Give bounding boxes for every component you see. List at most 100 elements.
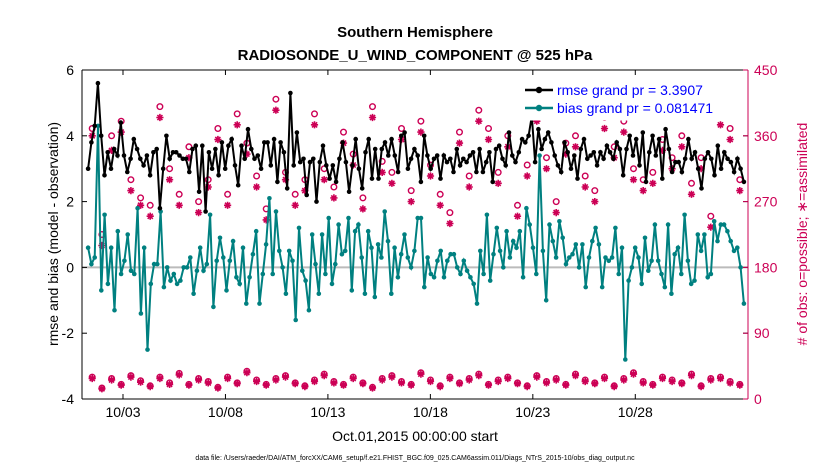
bias-series-point [619,245,625,250]
rmse-series-point [353,136,359,142]
rmse-series-point [666,146,672,152]
rmse-series-point [682,156,688,162]
obs_assimilated-marker [687,190,696,198]
bias-series-point [161,284,167,290]
y2-tick-label: 360 [754,128,778,144]
obs_assimilated-marker [262,216,270,224]
obs_possible-marker [175,190,183,198]
obs_assimilated-marker [426,172,435,180]
rmse-series-point [206,150,212,155]
rmse-series-point [359,186,365,191]
rmse-series-point [249,146,254,152]
rmse-series-point [281,150,287,155]
bias-series-point [646,268,651,274]
obs_assimilated-marker [320,176,328,184]
obs_low_assimilated-marker [494,377,502,386]
rmse-series-point [699,186,704,191]
bias-series-point [682,212,687,218]
obs_possible-marker [291,190,299,198]
bias-series-point [151,261,157,267]
bias-series-point [553,255,559,260]
bias-series-point [603,255,608,260]
bias-series-point [474,301,480,306]
rmse-series-point [196,189,202,194]
bias-series-point [530,245,536,250]
obs_possible-marker [137,194,145,202]
rmse-series-point [425,153,430,158]
rmse-series-point [346,189,352,194]
bias-series-point [108,245,114,250]
bias-series-point [428,271,434,277]
bias-series-point [395,275,401,280]
x-tick-label: 10/23 [515,404,550,420]
rmse-series-point [311,156,316,162]
rmse-series-point [738,166,743,171]
rmse-series-point [369,176,375,181]
rmse-series-point [731,169,737,175]
rmse-series-point [330,163,336,168]
bias-series-point [672,251,677,257]
obs_assimilated-marker [407,198,415,206]
obs_possible-marker [678,132,686,140]
rmse-series-point [268,163,274,168]
bias-series-point [352,228,358,234]
rmse-series-point [418,179,424,185]
bias-series-point [369,245,374,250]
rmse-series-point [115,153,120,158]
rmse-series-point [630,153,636,158]
bias-series-point [441,275,447,280]
rmse-series-point [451,169,456,175]
rmse-series-point [444,159,450,165]
obs_possible-marker [195,198,203,206]
obs_assimilated-marker [204,183,212,191]
bias-series-point [115,228,121,234]
obs_low_assimilated-marker [407,381,415,389]
bias-series-point [323,271,328,277]
bias-series-point [547,222,552,227]
rmse-series-point [715,143,721,148]
bias-series-point [448,251,453,257]
rmse-series-point [141,163,146,168]
bias-series-point [721,222,727,227]
rmse-series-point [235,182,241,188]
bias-series-point [385,238,391,244]
bias-series-point [319,232,325,237]
bias-series-point [560,235,565,241]
rmse-series-point [284,186,290,191]
obs_assimilated-marker [243,150,251,158]
obs_low_assimilated-marker [214,384,222,392]
legend-box [519,77,746,121]
bias-series-point [365,228,371,234]
rmse-series-point [679,169,685,175]
bias-series-point [468,275,473,280]
x-tick-label: 10/13 [310,404,345,420]
bias-series-point [293,317,299,323]
obs_low_assimilated-marker [175,371,183,379]
obs_assimilated-marker [166,176,174,184]
rmse-series-point [545,130,551,135]
y2-tick-label: 450 [754,62,778,78]
bias-series-point [599,284,605,290]
plot-area [82,70,748,399]
bias-series-point [583,284,588,290]
rmse-series-point [555,163,561,168]
rmse-series-point [421,133,427,139]
legend-bias-label: bias grand pr = 0.081471 [557,100,713,116]
rmse-series-point [386,153,391,158]
bias-series-point [454,265,460,270]
obs_possible-marker [475,106,483,114]
rmse-series-point [415,153,421,158]
rmse-series-point [317,159,323,165]
bias-series-point [504,228,509,234]
data-file-footnote: data file: /Users/raeder/DAI/ATM_forcXX/… [195,455,635,462]
obs_low_assimilated-marker [620,376,628,384]
obs_assimilated-marker [214,135,222,144]
rmse-series-point [356,166,362,171]
bias-series-point [550,238,556,244]
obs_assimilated-marker [678,143,686,151]
bias-series-point [333,261,338,267]
rmse-series-point [526,133,531,139]
bias-series-point [89,261,94,267]
rmse-series-point [500,156,505,162]
obs_assimilated-marker [272,106,280,114]
